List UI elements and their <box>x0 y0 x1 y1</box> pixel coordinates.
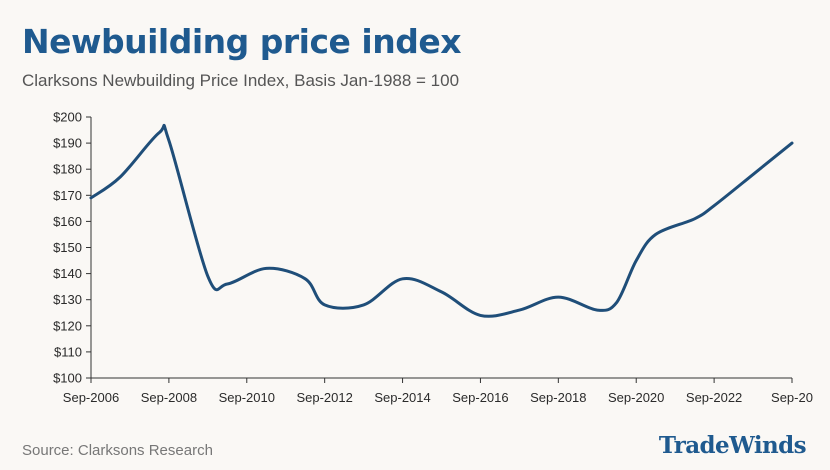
y-tick-label: $140 <box>53 266 82 281</box>
x-tick-label: Sep-2018 <box>530 390 586 405</box>
series-layer <box>89 123 794 318</box>
source-note: Source: Clarksons Research <box>22 442 213 459</box>
x-tick-label: Sep-2008 <box>141 390 197 405</box>
y-tick-label: $180 <box>53 162 82 177</box>
y-tick-label: $120 <box>53 318 82 333</box>
x-tick-label: Sep-2016 <box>452 390 508 405</box>
y-tick-label: $200 <box>53 110 82 125</box>
chart-subtitle: Clarksons Newbuilding Price Index, Basis… <box>22 71 460 90</box>
y-tick-label: $150 <box>53 240 82 255</box>
y-tick-label: $130 <box>53 292 82 307</box>
x-tick-label: Sep-2006 <box>63 390 119 405</box>
x-tick-label: Sep-2010 <box>219 390 275 405</box>
series-line <box>89 123 794 318</box>
x-tick-label: Sep-2014 <box>374 390 430 405</box>
y-tick-label: $100 <box>53 371 82 386</box>
x-axis: Sep-2006 Sep-2008 Sep-2010 Sep-2012 Sep-2014… <box>63 377 813 405</box>
y-tick-label: $190 <box>53 136 82 151</box>
y-tick-label: $160 <box>53 214 82 229</box>
tradewinds-logo: TradeWinds <box>658 432 807 459</box>
y-axis: $100 $110 $120 $130 $140 $150 $160 $170 $180 $190… <box>53 110 92 386</box>
y-tick-label: $170 <box>53 188 82 203</box>
x-tick-label: Sep-2020 <box>608 390 664 405</box>
x-tick-label: Sep-2022 <box>686 390 742 405</box>
line-chart: $100 $110 $120 $130 $140 $150 $160 $170 $180 $190… <box>53 110 813 406</box>
x-tick-label: Sep-20 <box>771 390 813 405</box>
chart-title: Newbuilding price index <box>22 22 462 61</box>
x-tick-label: Sep-2012 <box>296 390 352 405</box>
y-tick-label: $110 <box>54 344 82 359</box>
